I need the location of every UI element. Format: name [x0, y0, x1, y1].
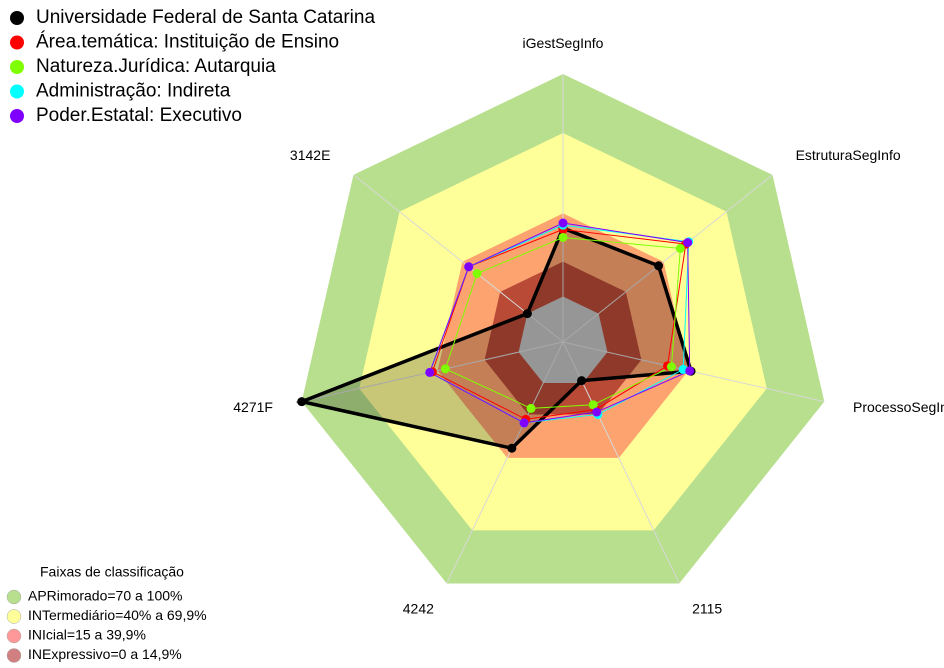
data-point [654, 261, 664, 271]
data-point [577, 376, 587, 386]
band-legend-marker [6, 648, 22, 663]
band-legend-marker [6, 609, 22, 624]
data-point [297, 397, 307, 407]
legend-label: Universidade Federal de Santa Catarina [36, 7, 375, 28]
axis-label: 4271F [233, 399, 273, 415]
legend-marker [10, 11, 24, 25]
band-legend-marker [6, 628, 22, 644]
legend-marker [10, 60, 24, 74]
legend-label: Natureza.Jurídica: Autarquia [36, 56, 276, 77]
legend-label: Poder.Estatal: Executivo [36, 105, 242, 126]
legend-label: Área.temática: Instituição de Ensino [36, 32, 339, 53]
data-point [675, 243, 685, 253]
series-polygon [429, 222, 691, 424]
series-polygon [444, 236, 681, 409]
data-point [464, 262, 474, 272]
data-point [522, 309, 532, 319]
legend-marker [10, 35, 24, 50]
data-point [472, 268, 482, 278]
data-point [666, 362, 676, 372]
band-legend-label: APRimorado=70 a 100% [28, 588, 183, 604]
data-point [588, 400, 598, 410]
data-point [558, 218, 568, 228]
band-legend-marker [6, 589, 22, 605]
band-legend-label: INTermediário=40% a 69,9% [28, 607, 207, 623]
axis-label: ProcessoSegInfo [853, 399, 944, 415]
axis-label: 4242 [403, 601, 434, 617]
data-point [592, 407, 602, 417]
band-legend-label: INIcial=15 a 39,9% [28, 627, 146, 643]
data-point [685, 366, 695, 376]
data-point [507, 443, 517, 453]
axis-label: EstruturaSegInfo [796, 147, 901, 163]
axis-label: iGestSegInfo [523, 35, 604, 51]
axis-label: 2115 [692, 601, 722, 617]
data-point [440, 364, 450, 374]
axis-label: 3142E [290, 147, 330, 163]
band-legend-label: INExpressivo=0 a 14,9% [28, 646, 182, 662]
data-point [425, 367, 435, 377]
spoke [562, 174, 773, 343]
series-polygon [295, 225, 694, 451]
legend-marker [10, 109, 24, 123]
spoke [446, 341, 564, 584]
data-point [558, 232, 568, 242]
legend-marker [10, 84, 24, 99]
data-point [526, 403, 536, 413]
band-legend-title: Faixas de classificação [40, 564, 184, 580]
legend-label: Administração: Indireta [36, 81, 231, 102]
data-point [519, 418, 529, 428]
data-point [683, 238, 693, 248]
